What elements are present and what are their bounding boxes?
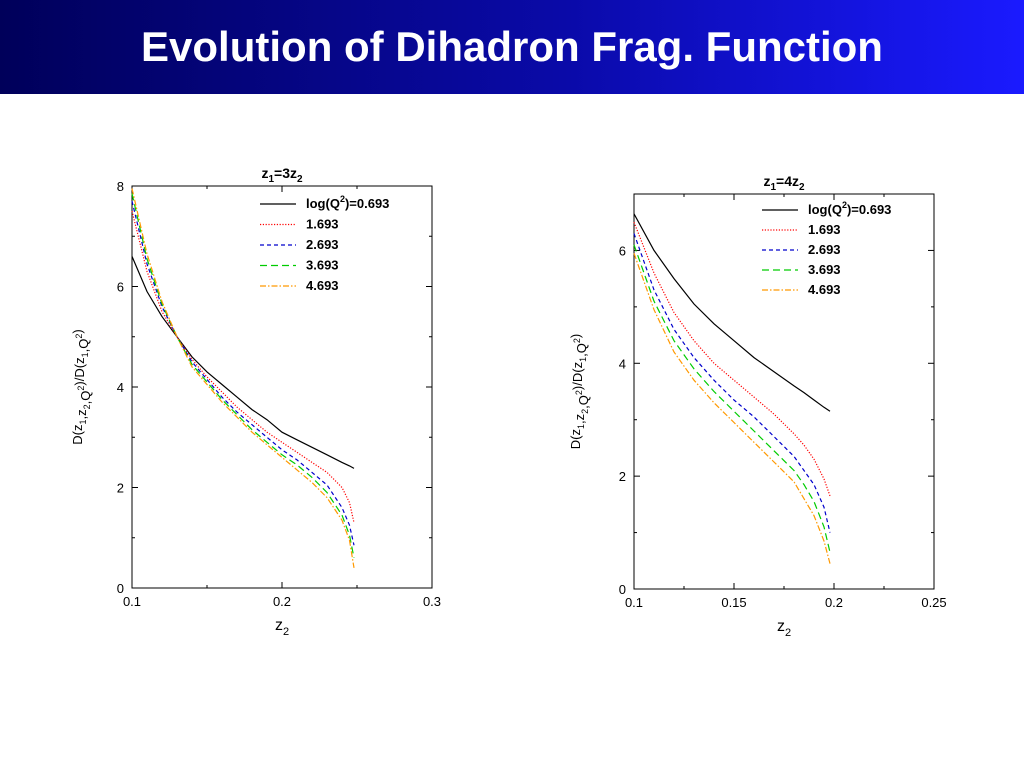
legend-label: log(Q2)=0.693 <box>808 200 891 217</box>
series-line-5 <box>131 188 355 568</box>
series-line-5 <box>633 253 831 564</box>
legend-label: log(Q2)=0.693 <box>306 194 389 211</box>
x-tick-label: 0.1 <box>625 595 643 610</box>
y-tick-label: 6 <box>619 243 626 258</box>
legend-label: 1.693 <box>808 222 841 237</box>
plot-frame <box>633 193 935 590</box>
legend-label: 3.693 <box>808 262 841 277</box>
chart-title: z1=3z2 <box>261 165 303 185</box>
series-line-1 <box>131 256 355 469</box>
legend-label: 2.693 <box>306 237 339 252</box>
chart-title: z1=4z2 <box>763 173 805 193</box>
y-tick-label: 8 <box>117 179 124 194</box>
series-line-2 <box>633 221 831 497</box>
y-tick-label: 4 <box>117 380 124 395</box>
legend-label: 1.693 <box>306 217 339 232</box>
y-tick-label: 6 <box>117 280 124 295</box>
x-tick-label: 0.25 <box>921 595 946 610</box>
series-line-2 <box>131 210 355 523</box>
x-tick-label: 0.3 <box>423 594 441 609</box>
y-tick-label: 2 <box>117 481 124 496</box>
title-bar <box>0 0 1024 94</box>
chart-z1-3z2: 0.1 0.2 0.3 0 2 4 6 8 z1=3z2 z2 D(z1,z2,Q2)/D(z1,Q… <box>70 165 441 638</box>
series-line-4 <box>633 244 831 553</box>
x-tick-label: 0.1 <box>123 594 141 609</box>
y-tick-label: 0 <box>619 582 626 597</box>
x-tick-label: 0.2 <box>273 594 291 609</box>
legend-label: 2.693 <box>808 242 841 257</box>
legend-label: 3.693 <box>306 258 339 273</box>
series-line-3 <box>131 200 355 546</box>
y-axis-label: D(z1,z2,Q2)/D(z1,Q2) <box>70 329 93 444</box>
legend-label: 4.693 <box>808 282 841 297</box>
chart-z1-4z2: 0.1 0.15 0.2 0.25 0 2 4 6 z1=4z2 z2 D(z1,z2,Q2)/D(… <box>568 173 947 639</box>
y-tick-label: 4 <box>619 356 626 371</box>
y-axis-label: D(z1,z2,Q2)/D(z1,Q2) <box>568 334 591 449</box>
x-axis-label: z2 <box>777 618 791 639</box>
x-tick-label: 0.2 <box>825 595 843 610</box>
x-tick-label: 0.15 <box>721 595 746 610</box>
series-line-1 <box>633 213 831 412</box>
plot-frame <box>131 185 433 589</box>
y-tick-label: 2 <box>619 469 626 484</box>
x-axis-label: z2 <box>275 617 289 638</box>
slide-title: Evolution of Dihadron Frag. Function <box>141 23 883 70</box>
legend-label: 4.693 <box>306 278 339 293</box>
y-tick-label: 0 <box>117 581 124 596</box>
